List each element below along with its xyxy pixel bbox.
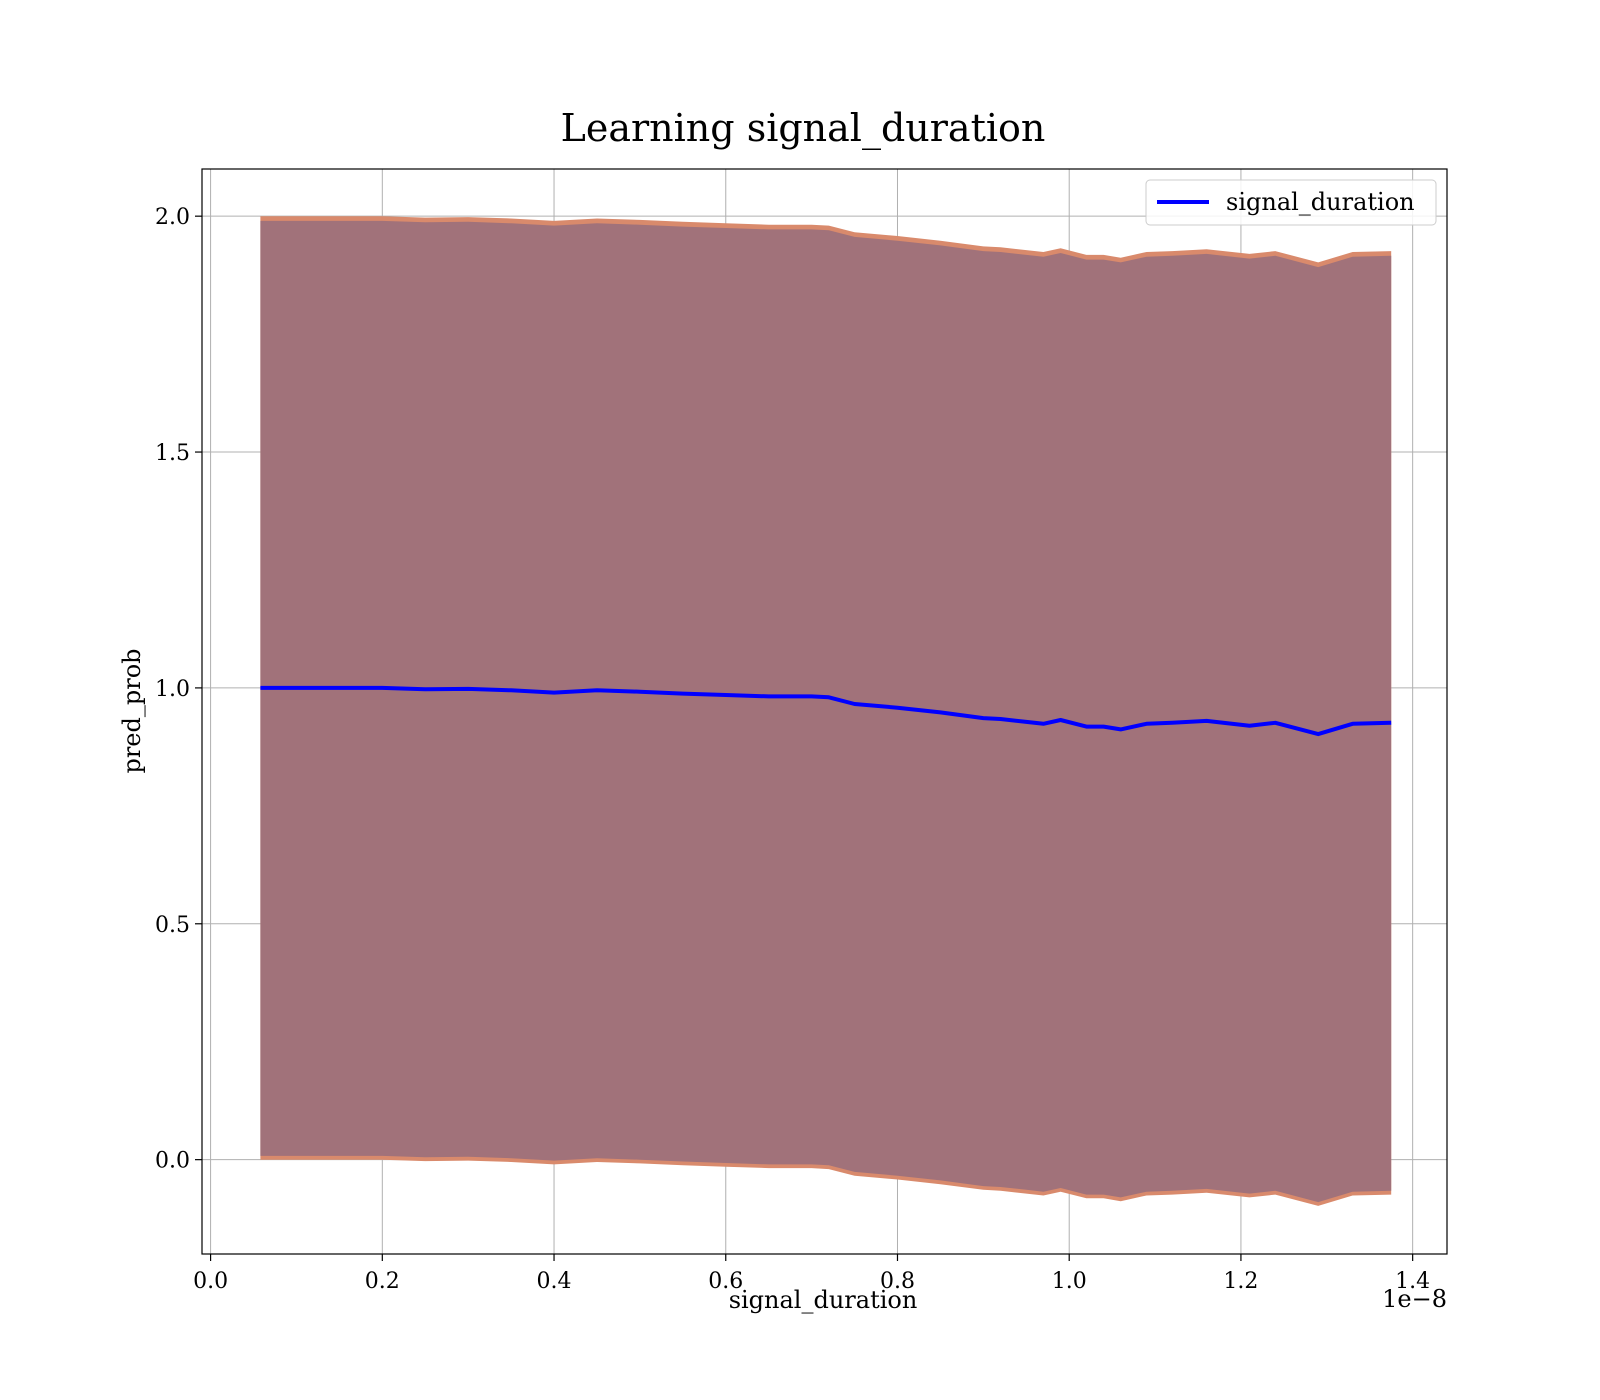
legend: signal_duration xyxy=(1145,179,1437,226)
legend-label-signal-duration: signal_duration xyxy=(1226,188,1415,216)
x-tick-label: 0.6 xyxy=(708,1269,743,1294)
series-line-signal-duration xyxy=(260,685,1392,737)
y-axis-label: pred_prob xyxy=(118,648,146,773)
y-tick-label: 1.5 xyxy=(155,441,190,466)
band-inner xyxy=(260,220,1392,1203)
y-tick-label: 0.0 xyxy=(155,1149,190,1174)
legend-box xyxy=(1145,179,1437,226)
x-tick-label: 1.2 xyxy=(1223,1269,1258,1294)
y-tick-label: 2.0 xyxy=(155,205,190,230)
x-tick-label: 0.4 xyxy=(537,1269,572,1294)
x-tick-label: 0.0 xyxy=(193,1269,228,1294)
y-axis-ticks: 0.0 0.5 1.0 1.5 2.0 xyxy=(155,205,202,1174)
x-axis-ticks: 0.0 0.2 0.4 0.6 0.8 1.0 1.2 1.4 xyxy=(193,1254,1430,1294)
chart-title: Learning signal_duration xyxy=(561,106,1046,151)
series-lines xyxy=(260,685,1392,737)
x-tick-label: 1.4 xyxy=(1395,1269,1430,1294)
x-tick-label: 0.2 xyxy=(365,1269,400,1294)
y-tick-label: 1.0 xyxy=(155,677,190,702)
x-tick-label: 1.0 xyxy=(1052,1269,1087,1294)
confidence-band-inner xyxy=(260,220,1392,1203)
plot-frame xyxy=(201,168,1448,1255)
x-axis-label: signal_duration xyxy=(729,1286,918,1314)
y-tick-label: 0.5 xyxy=(155,913,190,938)
x-axis-offset-label: 1e−8 xyxy=(1382,1285,1447,1313)
x-tick-label: 0.8 xyxy=(880,1269,915,1294)
